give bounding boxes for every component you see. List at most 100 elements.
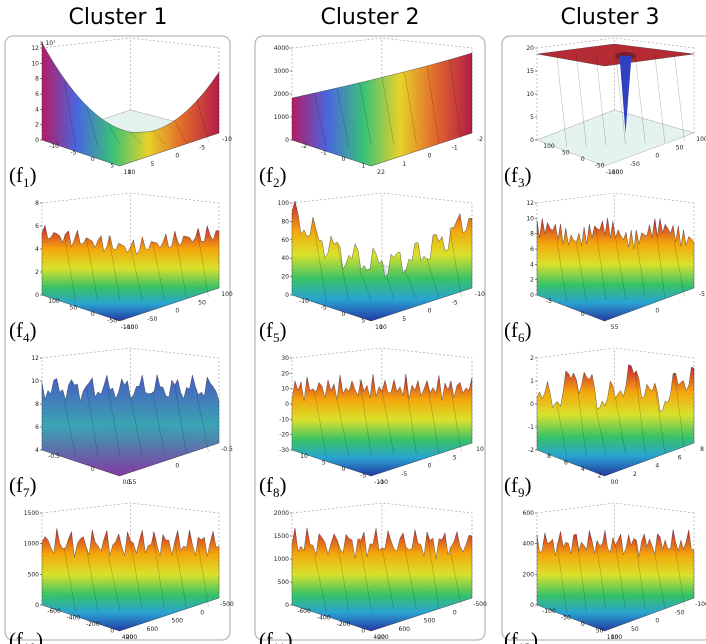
base-tick-label: 0 <box>175 308 179 315</box>
base-tick-label: 5 <box>322 460 326 467</box>
z-tick-label: 0 <box>285 602 289 609</box>
base-tick-label: 5 <box>611 324 615 331</box>
panel-label: (f9) <box>504 473 532 500</box>
z-tick-label: 500 <box>278 579 290 586</box>
z-tick-label: -10 <box>279 416 289 423</box>
base-tick-label: 0 <box>615 479 619 486</box>
panel-label: (f12) <box>504 628 538 644</box>
panel-label-open: (f <box>504 473 518 497</box>
z-tick-label: 15 <box>526 68 534 75</box>
base-tick-label: 0 <box>342 156 346 163</box>
panel-label: (f11) <box>259 628 293 644</box>
z-tick-label: 0 <box>285 401 289 408</box>
base-tick-label: 0 <box>655 153 659 160</box>
base-tick-label: -0.5 <box>221 446 233 453</box>
base-tick-label: 0 <box>655 308 659 315</box>
z-tick-label: 1000 <box>274 556 289 563</box>
base-tick-label: -5 <box>360 473 366 480</box>
base-tick-label: -5 <box>546 298 552 305</box>
base-tick-label: -50 <box>630 161 640 168</box>
base-tick-label: 2 <box>377 169 381 176</box>
z-exponent: x 10⁷ <box>40 40 56 47</box>
panel-label-close: ) <box>280 163 287 187</box>
z-tick-label: 1500 <box>274 533 289 540</box>
panel-label: (f5) <box>259 318 287 345</box>
z-tick-label: 3000 <box>274 68 289 75</box>
panel-label-sub: 11 <box>273 640 286 644</box>
z-tick-label: 2 <box>530 277 534 284</box>
panel-label: (f8) <box>259 473 287 500</box>
base-tick-label: 100 <box>48 298 60 305</box>
base-tick-label: 0 <box>428 308 432 315</box>
cluster-title: Cluster 2 <box>320 5 419 30</box>
panel-label-close: ) <box>525 473 532 497</box>
z-tick-label: 4 <box>35 246 39 253</box>
panel-label: (f2) <box>259 163 287 190</box>
base-tick-label: -5 <box>199 144 205 151</box>
panel-label-sub: 12 <box>518 640 531 644</box>
base-tick-label: -50 <box>107 318 117 325</box>
panel-label-open: (f <box>9 628 23 644</box>
base-tick-label: 4 <box>581 466 585 473</box>
base-tick-label: 6 <box>678 454 682 461</box>
base-tick-label: 5 <box>110 163 114 170</box>
base-tick-label: 0 <box>428 463 432 470</box>
base-tick-label: 0 <box>175 153 179 160</box>
z-tick-label: 2 <box>35 122 39 129</box>
base-tick-label: 0 <box>110 628 114 635</box>
base-tick-label: -50 <box>147 316 157 323</box>
z-tick-label: -2 <box>528 447 534 454</box>
z-tick-label: 8 <box>35 200 39 207</box>
panel-label-close: ) <box>36 628 43 644</box>
panel-label-open: (f <box>9 473 23 497</box>
panel-label-open: (f <box>259 318 273 342</box>
base-tick-label: 100 <box>696 136 706 143</box>
base-tick-label: -100 <box>121 324 135 331</box>
panel-label-close: ) <box>525 318 532 342</box>
base-tick-label: -10 <box>222 136 232 143</box>
z-tick-label: 0 <box>35 602 39 609</box>
base-tick-label: 500 <box>424 618 436 625</box>
base-tick-label: 5 <box>453 454 457 461</box>
base-tick-label: 50 <box>676 144 684 151</box>
base-tick-label: -5 <box>401 471 407 478</box>
z-tick-label: 0 <box>530 292 534 299</box>
figure: Cluster 1 Cluster 2 Cluster 3 024681012x… <box>0 0 706 644</box>
base-tick-label: -500 <box>220 601 234 608</box>
z-tick-label: 10 <box>526 215 534 222</box>
base-tick-label: 10 <box>300 453 308 460</box>
base-tick-label: 2 <box>633 471 637 478</box>
z-tick-label: 8 <box>35 401 39 408</box>
z-tick-label: 20 <box>526 45 534 52</box>
base-tick-label: 0.5 <box>123 479 133 486</box>
z-tick-label: 0 <box>35 292 39 299</box>
panel-label-close: ) <box>286 628 293 644</box>
z-tick-label: 0 <box>285 137 289 144</box>
base-tick-label: -0.5 <box>48 453 60 460</box>
base-tick-label: 8 <box>700 446 704 453</box>
panel-label: (f3) <box>504 163 532 190</box>
z-tick-label: 30 <box>281 355 289 362</box>
base-tick-label: 0 <box>91 156 95 163</box>
panel-label-open: (f <box>9 163 23 187</box>
base-tick-label: 10 <box>124 169 132 176</box>
surface <box>537 218 694 321</box>
z-tick-label: 12 <box>31 45 39 52</box>
base-tick-label: -500 <box>473 601 487 608</box>
base-tick-label: 100 <box>221 291 233 298</box>
base-tick-label: 2 <box>598 473 602 480</box>
panel-label: (f6) <box>504 318 532 345</box>
panel-label: (f7) <box>9 473 37 500</box>
base-tick-label: -10 <box>299 298 309 305</box>
base-tick-label: 500 <box>172 618 184 625</box>
z-tick-label: 40 <box>281 255 289 262</box>
z-tick-label: 4 <box>530 261 534 268</box>
base-tick-label: -200 <box>337 621 351 628</box>
base-tick-label: 0 <box>361 628 365 635</box>
z-tick-label: 6 <box>35 91 39 98</box>
base-tick-label: 0 <box>581 156 585 163</box>
panel-label-sub: 10 <box>23 640 36 644</box>
base-tick-label: -5 <box>321 305 327 312</box>
z-tick-label: 1 <box>530 378 534 385</box>
z-tick-label: 0 <box>530 137 534 144</box>
